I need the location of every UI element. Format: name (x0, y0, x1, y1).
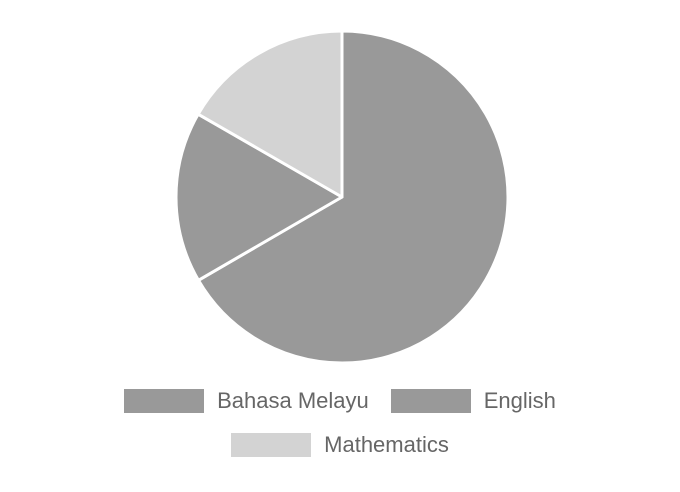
legend-item-bahasa-melayu[interactable]: Bahasa Melayu (124, 388, 369, 414)
chart-legend: Bahasa Melayu English Mathematics (0, 383, 680, 471)
legend-label-bahasa-melayu: Bahasa Melayu (217, 388, 369, 413)
pie-slice-mathematics[interactable] (196, 29, 344, 199)
pie-slice-english[interactable] (174, 112, 344, 282)
legend-swatch-bahasa-melayu (124, 389, 205, 413)
legend-item-mathematics[interactable]: Mathematics (231, 432, 449, 458)
legend-row-1: Bahasa Melayu English (0, 383, 680, 419)
legend-swatch-english (390, 389, 471, 413)
legend-swatch-mathematics (231, 433, 312, 457)
legend-label-mathematics: Mathematics (324, 432, 449, 457)
legend-row-2: Mathematics (0, 427, 680, 463)
pie-slice-bahasa-melayu[interactable] (196, 29, 510, 365)
legend-item-english[interactable]: English (390, 388, 556, 414)
legend-label-english: English (483, 388, 556, 413)
pie-slices (174, 29, 510, 365)
